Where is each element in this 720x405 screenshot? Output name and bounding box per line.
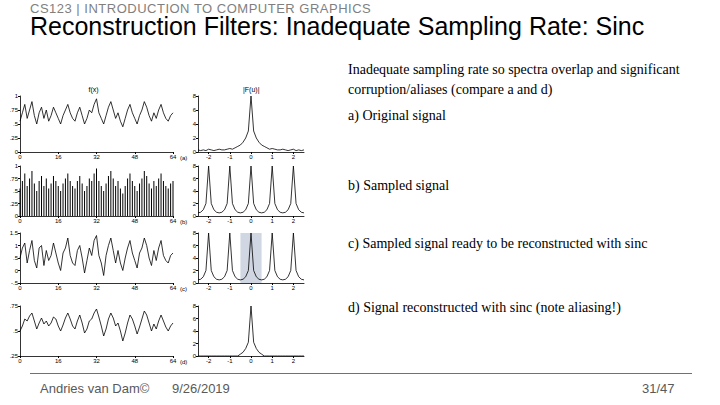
svg-text:2: 2 — [193, 341, 197, 347]
svg-text:-1: -1 — [227, 285, 233, 291]
svg-text:.25: .25 — [10, 135, 19, 141]
svg-text:1: 1 — [15, 163, 19, 169]
svg-text:64: 64 — [170, 358, 177, 364]
svg-text:2: 2 — [292, 218, 296, 224]
svg-text:.5: .5 — [13, 121, 19, 127]
svg-text:6: 6 — [193, 243, 197, 249]
svg-text:48: 48 — [131, 218, 138, 224]
svg-text:1: 1 — [15, 243, 19, 249]
svg-text:0: 0 — [249, 218, 253, 224]
svg-text:32: 32 — [93, 285, 100, 291]
svg-text:.75: .75 — [10, 107, 19, 113]
svg-text:0: 0 — [18, 358, 22, 364]
svg-text:0: 0 — [18, 218, 22, 224]
svg-text:.75: .75 — [10, 176, 19, 182]
svg-text:(a): (a) — [180, 155, 187, 161]
svg-text:8: 8 — [193, 163, 197, 169]
svg-text:0: 0 — [193, 280, 197, 286]
svg-text:6: 6 — [193, 107, 197, 113]
svg-text:2: 2 — [292, 285, 296, 291]
html-text:Andries van Dam©: Andries van Dam© — [40, 381, 150, 396]
svg-text:.25: .25 — [10, 201, 19, 207]
svg-text:4: 4 — [193, 188, 197, 194]
svg-text:.25: .25 — [10, 353, 19, 359]
svg-text:(c): (c) — [180, 286, 187, 292]
svg-text:8: 8 — [193, 93, 197, 99]
html-text:CS123 | INTRODUCTION TO COMPUT: CS123 | INTRODUCTION TO COMPUTER GRAPHIC… — [30, 1, 372, 16]
svg-text:-2: -2 — [206, 285, 212, 291]
svg-text:48: 48 — [131, 358, 138, 364]
svg-text:-2: -2 — [206, 358, 212, 364]
svg-text:0: 0 — [18, 154, 22, 160]
svg-text:16: 16 — [55, 154, 62, 160]
svg-text:4: 4 — [193, 255, 197, 261]
svg-text:4: 4 — [193, 121, 197, 127]
svg-text:64: 64 — [170, 154, 177, 160]
svg-text:1: 1 — [271, 358, 275, 364]
svg-text:.75: .75 — [10, 303, 19, 309]
svg-text:0: 0 — [14, 149, 18, 155]
svg-text:0: 0 — [193, 149, 197, 155]
svg-text:-2: -2 — [206, 218, 212, 224]
svg-text:16: 16 — [55, 218, 62, 224]
html-text:b) Sampled signal: b) Sampled signal — [348, 178, 450, 193]
svg-text:.5: .5 — [13, 328, 19, 334]
svg-text:-1: -1 — [227, 218, 233, 224]
svg-text:1: 1 — [271, 218, 275, 224]
svg-text:6: 6 — [193, 316, 197, 322]
svg-text:.5: .5 — [13, 188, 19, 194]
svg-text:0: 0 — [18, 285, 22, 291]
svg-text:16: 16 — [55, 358, 62, 364]
svg-text:0: 0 — [193, 213, 197, 219]
svg-text:48: 48 — [131, 285, 138, 291]
html-text:d) Signal reconstructed with s: d) Signal reconstructed with sinc (note … — [348, 300, 621, 315]
svg-text:32: 32 — [93, 154, 100, 160]
svg-text:|F(u)|: |F(u)| — [243, 86, 260, 94]
html-text:31/47: 31/47 — [642, 381, 675, 396]
svg-text:(d): (d) — [180, 359, 187, 365]
svg-text:0: 0 — [249, 154, 253, 160]
svg-text:2: 2 — [193, 135, 197, 141]
html-text:c) Sampled signal ready to be: c) Sampled signal ready to be reconstruc… — [348, 236, 648, 251]
html-text:9/26/2019: 9/26/2019 — [172, 381, 230, 396]
svg-text:0: 0 — [15, 268, 19, 274]
svg-text:0: 0 — [249, 358, 253, 364]
svg-text:2: 2 — [193, 201, 197, 207]
html-text:Inadequate sampling rate so sp: Inadequate sampling rate so spectra over… — [348, 62, 680, 97]
svg-text:8: 8 — [193, 303, 197, 309]
svg-text:-1: -1 — [227, 154, 233, 160]
svg-text:64: 64 — [170, 218, 177, 224]
svg-text:2: 2 — [193, 268, 197, 274]
svg-text:32: 32 — [93, 218, 100, 224]
svg-text:32: 32 — [93, 358, 100, 364]
svg-text:0: 0 — [14, 213, 18, 219]
svg-text:f(x): f(x) — [89, 86, 99, 94]
svg-text:4: 4 — [193, 328, 197, 334]
svg-text:64: 64 — [170, 285, 177, 291]
svg-text:2: 2 — [292, 358, 296, 364]
svg-text:8: 8 — [193, 230, 197, 236]
svg-text:.5: .5 — [13, 255, 19, 261]
svg-text:1: 1 — [271, 154, 275, 160]
svg-text:1: 1 — [15, 93, 19, 99]
svg-text:(b): (b) — [180, 219, 187, 225]
svg-text:1.5: 1.5 — [10, 230, 19, 236]
svg-text:6: 6 — [193, 176, 197, 182]
html-text:a) Original signal: a) Original signal — [348, 108, 446, 123]
svg-text:48: 48 — [131, 154, 138, 160]
svg-text:16: 16 — [55, 285, 62, 291]
svg-text:2: 2 — [292, 154, 296, 160]
svg-text:1: 1 — [271, 285, 275, 291]
svg-text:-2: -2 — [206, 154, 212, 160]
svg-text:0: 0 — [249, 285, 253, 291]
html-text:Reconstruction Filters: Inadeq: Reconstruction Filters: Inadequate Sampl… — [30, 12, 645, 40]
svg-text:-.5: -.5 — [11, 280, 18, 286]
svg-text:-1: -1 — [227, 358, 233, 364]
svg-text:0: 0 — [193, 353, 197, 359]
